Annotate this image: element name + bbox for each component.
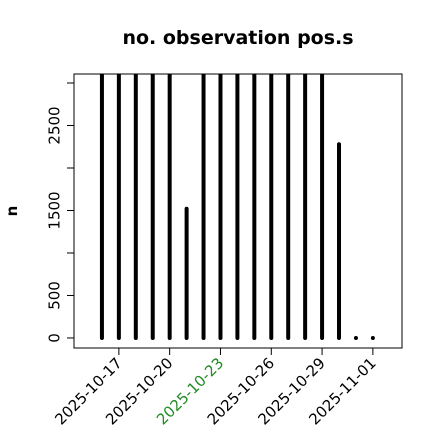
- y-tick-label: 0: [46, 333, 64, 343]
- chart-title: no. observation pos.s: [122, 27, 353, 49]
- y-axis-label: n: [3, 206, 21, 217]
- plot-area: [99, 74, 375, 340]
- y-tick-label: 1500: [46, 191, 64, 229]
- y-tick-label: 500: [46, 281, 64, 310]
- y-tick-label: 2500: [46, 106, 64, 144]
